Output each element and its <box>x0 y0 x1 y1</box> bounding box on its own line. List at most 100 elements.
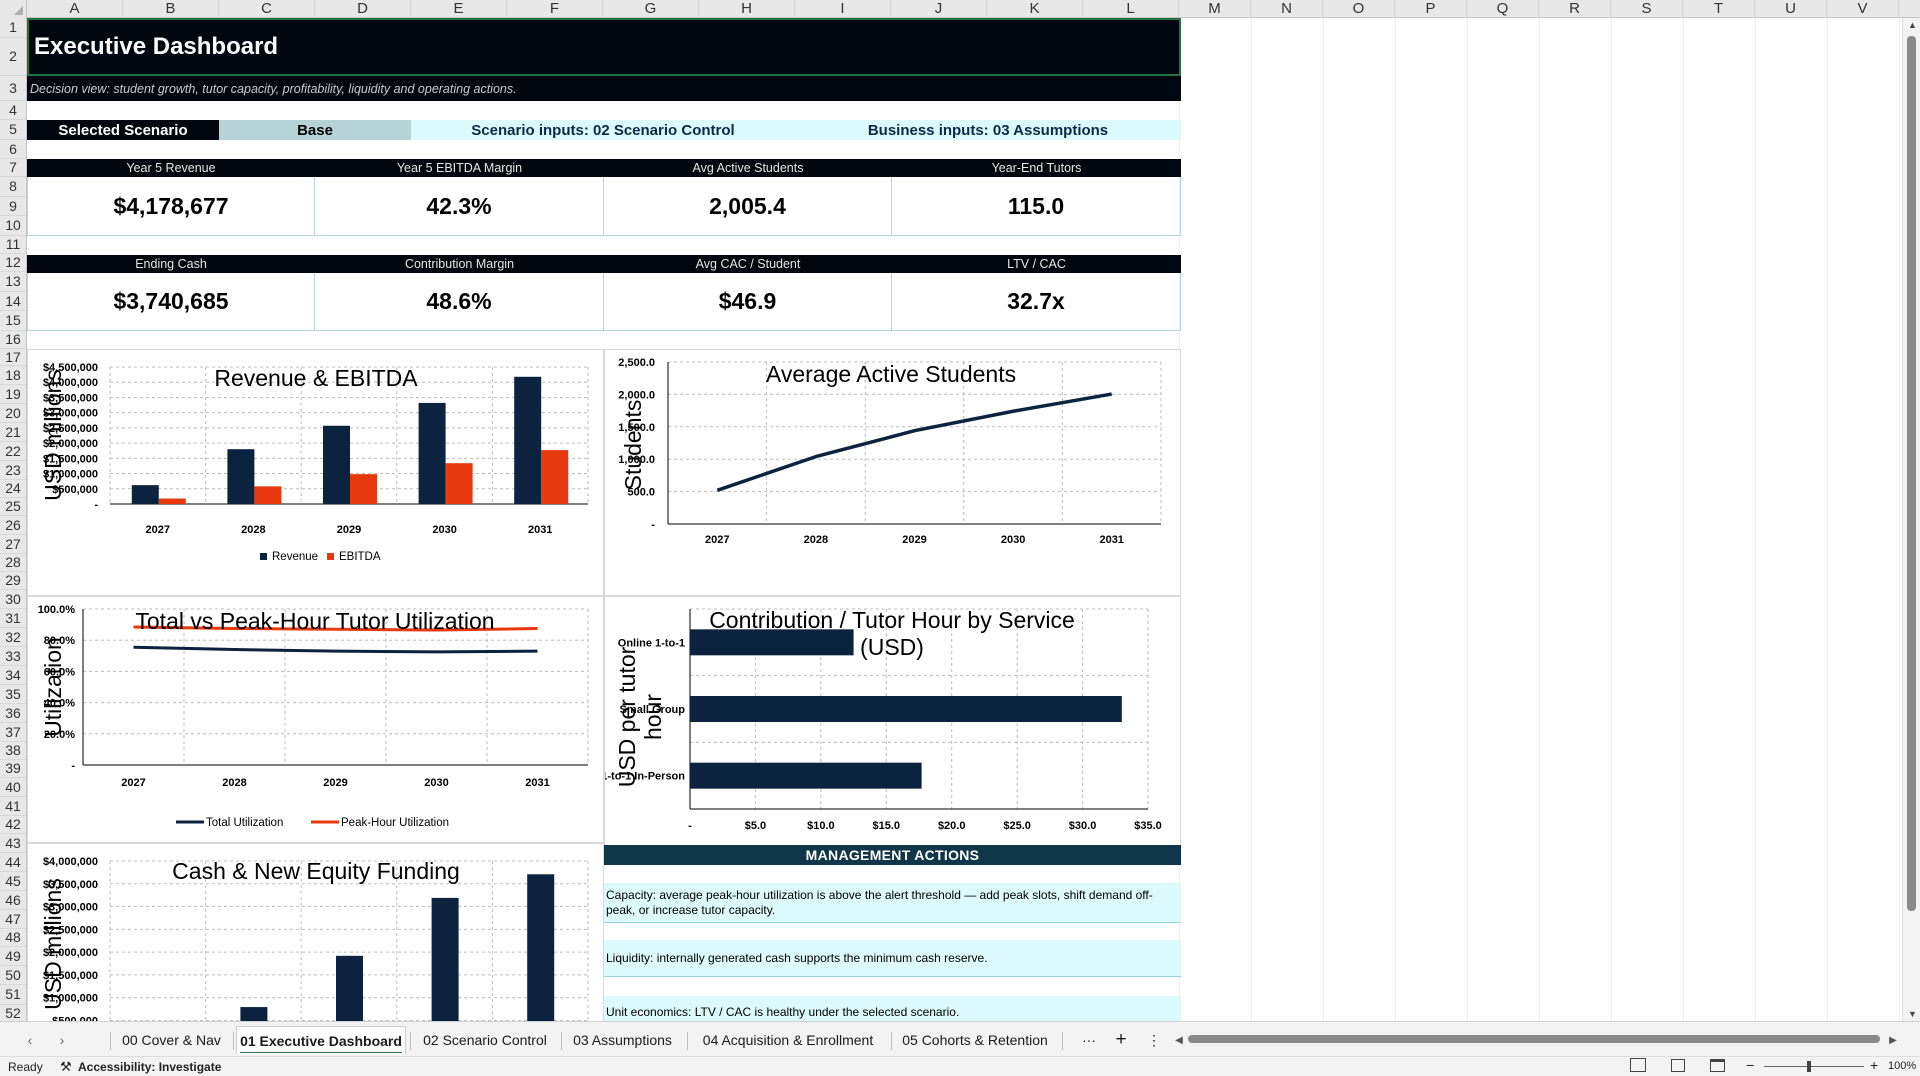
row-header-21[interactable]: 21 <box>0 423 26 442</box>
tab-menu-icon[interactable]: ⋮ <box>1147 1031 1161 1048</box>
more-tabs-icon[interactable]: ··· <box>1082 1032 1096 1048</box>
worksheet-grid[interactable]: Executive Dashboard Decision view: stude… <box>27 18 1902 1021</box>
tab-assumptions[interactable]: 03 Assumptions <box>573 1032 672 1048</box>
page-layout-view-icon[interactable] <box>1671 1059 1685 1072</box>
row-header-52[interactable]: 52 <box>0 1005 26 1021</box>
management-action-item[interactable]: Liquidity: internally generated cash sup… <box>604 940 1181 977</box>
column-header-B[interactable]: B <box>123 0 219 18</box>
zoom-level[interactable]: 100% <box>1888 1060 1917 1072</box>
column-header-M[interactable]: M <box>1179 0 1251 18</box>
kpi-value[interactable]: 48.6% <box>315 273 604 331</box>
column-header-T[interactable]: T <box>1683 0 1755 18</box>
row-header-11[interactable]: 11 <box>0 236 26 254</box>
management-action-item[interactable]: Capacity: average peak-hour utilization … <box>604 883 1181 923</box>
tab-executive-dashboard[interactable]: 01 Executive Dashboard <box>236 1026 406 1054</box>
row-header-51[interactable]: 51 <box>0 985 26 1005</box>
row-header-15[interactable]: 15 <box>0 311 26 331</box>
row-header-14[interactable]: 14 <box>0 292 26 311</box>
kpi-value[interactable]: 2,005.4 <box>604 177 892 236</box>
row-header-45[interactable]: 45 <box>0 872 26 891</box>
kpi-value[interactable]: $3,740,685 <box>27 273 315 331</box>
tab-scroll-left-icon[interactable]: ‹ <box>27 1032 33 1048</box>
dashboard-title[interactable]: Executive Dashboard <box>27 18 1181 76</box>
row-header-3[interactable]: 3 <box>0 76 26 101</box>
row-header-48[interactable]: 48 <box>0 929 26 947</box>
kpi-value[interactable]: $4,178,677 <box>27 177 315 236</box>
chart-contribution-per-tutor-hour[interactable]: - $5.0 $10.0 $15.0 $20.0 $25.0 $30.0 $35.0 Onlin… <box>601 596 1181 863</box>
row-header-24[interactable]: 24 <box>0 480 26 498</box>
kpi-value[interactable]: $46.9 <box>604 273 892 331</box>
row-header-47[interactable]: 47 <box>0 910 26 929</box>
row-header-32[interactable]: 32 <box>0 628 26 647</box>
column-header-K[interactable]: K <box>987 0 1083 18</box>
row-header-36[interactable]: 36 <box>0 704 26 723</box>
zoom-out-icon[interactable]: − <box>1746 1057 1755 1073</box>
hscroll-left-icon[interactable]: ◀ <box>1175 1034 1183 1046</box>
row-header-31[interactable]: 31 <box>0 609 26 628</box>
horizontal-scroll-thumb[interactable] <box>1188 1035 1880 1043</box>
row-header-39[interactable]: 39 <box>0 760 26 778</box>
column-header-R[interactable]: R <box>1539 0 1611 18</box>
kpi-value[interactable]: 115.0 <box>892 177 1181 236</box>
row-header-50[interactable]: 50 <box>0 966 26 985</box>
row-header-13[interactable]: 13 <box>0 272 26 292</box>
row-header-8[interactable]: 8 <box>0 177 26 197</box>
column-header-C[interactable]: C <box>219 0 315 18</box>
row-header-7[interactable]: 7 <box>0 159 26 177</box>
kpi-value[interactable]: 42.3% <box>315 177 604 236</box>
column-header-E[interactable]: E <box>411 0 507 18</box>
row-header-22[interactable]: 22 <box>0 442 26 461</box>
row-header-25[interactable]: 25 <box>0 498 26 516</box>
tab-scenario-control[interactable]: 02 Scenario Control <box>423 1032 547 1048</box>
column-header-G[interactable]: G <box>603 0 699 18</box>
tab-cohorts-retention[interactable]: 05 Cohorts & Retention <box>902 1032 1048 1048</box>
row-header-17[interactable]: 17 <box>0 349 26 366</box>
row-header-5[interactable]: 5 <box>0 120 26 140</box>
row-header-42[interactable]: 42 <box>0 816 26 834</box>
tab-scroll-right-icon[interactable]: › <box>59 1032 65 1048</box>
column-header-L[interactable]: L <box>1083 0 1179 18</box>
accessibility-icon[interactable]: ⚒ <box>60 1059 72 1074</box>
select-all-corner[interactable] <box>0 0 27 18</box>
chart-cash-equity-funding[interactable]: $4,000,000 $3,500,000 $3,000,000 $2,500,000… <box>27 843 604 1021</box>
row-header-43[interactable]: 43 <box>0 834 26 853</box>
row-header-34[interactable]: 34 <box>0 666 26 685</box>
row-header-19[interactable]: 19 <box>0 385 26 404</box>
column-header-F[interactable]: F <box>507 0 603 18</box>
tab-cover-nav[interactable]: 00 Cover & Nav <box>122 1032 221 1048</box>
vertical-scrollbar[interactable]: ▲ ▼ <box>1902 18 1920 1021</box>
zoom-slider[interactable] <box>1764 1066 1864 1067</box>
zoom-slider-handle[interactable] <box>1807 1061 1811 1072</box>
column-header-N[interactable]: N <box>1251 0 1323 18</box>
row-header-6[interactable]: 6 <box>0 140 26 159</box>
column-header-V[interactable]: V <box>1827 0 1899 18</box>
column-header-I[interactable]: I <box>795 0 891 18</box>
page-break-view-icon[interactable] <box>1710 1059 1725 1072</box>
chart-tutor-utilization[interactable]: 100.0% 80.0% 60.0% 40.0% 20.0% - 2027 2028 2029 2… <box>27 596 604 843</box>
tab-acquisition-enrollment[interactable]: 04 Acquisition & Enrollment <box>702 1032 874 1048</box>
row-header-28[interactable]: 28 <box>0 554 26 572</box>
row-header-18[interactable]: 18 <box>0 366 26 385</box>
column-header-H[interactable]: H <box>699 0 795 18</box>
chart-average-active-students[interactable]: 2,500.0 2,000.0 1,500.0 1,000.0 500.0 - 2027 20… <box>604 349 1181 596</box>
scroll-down-icon[interactable]: ▼ <box>1908 1009 1917 1019</box>
vertical-scroll-thumb[interactable] <box>1907 36 1916 911</box>
column-header-O[interactable]: O <box>1323 0 1395 18</box>
selected-scenario-value[interactable]: Base <box>219 120 411 140</box>
row-header-1[interactable]: 1 <box>0 18 26 38</box>
row-header-37[interactable]: 37 <box>0 723 26 742</box>
row-header-4[interactable]: 4 <box>0 101 26 120</box>
column-header-P[interactable]: P <box>1395 0 1467 18</box>
row-header-35[interactable]: 35 <box>0 685 26 704</box>
column-header-A[interactable]: A <box>27 0 123 18</box>
management-action-item[interactable]: Unit economics: LTV / CAC is healthy und… <box>604 996 1181 1021</box>
row-header-38[interactable]: 38 <box>0 742 26 760</box>
row-header-30[interactable]: 30 <box>0 590 26 609</box>
kpi-value[interactable]: 32.7x <box>892 273 1181 331</box>
normal-view-icon[interactable] <box>1630 1058 1646 1072</box>
column-header-Q[interactable]: Q <box>1467 0 1539 18</box>
column-header-J[interactable]: J <box>891 0 987 18</box>
accessibility-status[interactable]: Accessibility: Investigate <box>78 1060 222 1074</box>
row-header-49[interactable]: 49 <box>0 947 26 966</box>
row-header-10[interactable]: 10 <box>0 216 26 236</box>
